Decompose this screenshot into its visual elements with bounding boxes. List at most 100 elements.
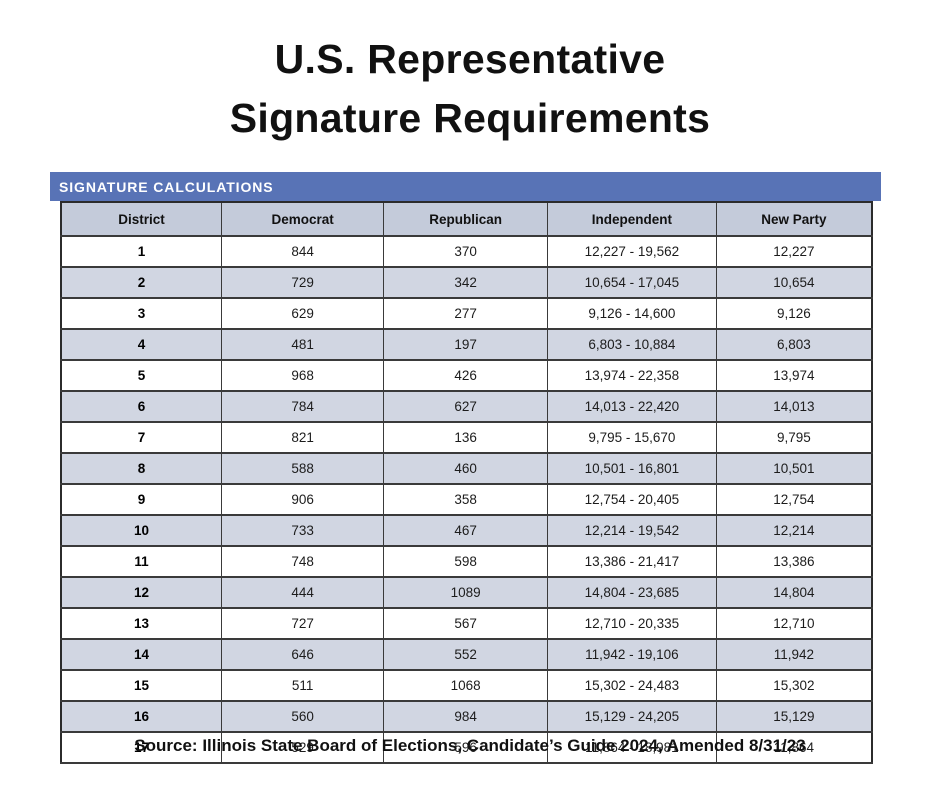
column-header-district: District xyxy=(60,201,223,237)
cell-value: 784 xyxy=(221,390,385,423)
cell-value: 10,501 - 16,801 xyxy=(547,452,717,485)
cell-value: 906 xyxy=(221,483,385,516)
cell-value: 727 xyxy=(221,607,385,640)
cell-value: 1068 xyxy=(383,669,549,702)
cell-value: 821 xyxy=(221,421,385,454)
cell-value: 529 xyxy=(221,731,385,764)
cell-district: 5 xyxy=(60,359,223,392)
cell-value: 629 xyxy=(221,297,385,330)
cell-value: 6,803 xyxy=(715,328,873,361)
cell-value: 13,974 - 22,358 xyxy=(547,359,717,392)
table-title-label: SIGNATURE CALCULATIONS xyxy=(59,178,274,195)
table-row-district-9: 9 906 358 12,754 - 20,405 12,754 xyxy=(60,483,873,516)
table-row-district-14: 14 646 552 11,942 - 19,106 11,942 xyxy=(60,638,873,671)
cell-value: 10,654 xyxy=(715,266,873,299)
page-title: U.S. Representative Signature Requiremen… xyxy=(0,30,940,148)
signature-table: District Democrat Republican Independent New… xyxy=(60,201,873,764)
cell-value: 598 xyxy=(383,545,549,578)
table-row-district-13: 13 727 567 12,710 - 20,335 12,710 xyxy=(60,607,873,640)
cell-value: 136 xyxy=(383,421,549,454)
cell-value: 627 xyxy=(383,390,549,423)
signature-table-container: District Democrat Republican Independent New… xyxy=(60,201,873,764)
column-header-new-party: New Party xyxy=(715,201,873,237)
table-row-district-3: 3 629 277 9,126 - 14,600 9,126 xyxy=(60,297,873,330)
cell-value: 11,864 xyxy=(715,731,873,764)
cell-value: 481 xyxy=(221,328,385,361)
table-row-district-2: 2 729 342 10,654 - 17,045 10,654 xyxy=(60,266,873,299)
table-row-district-16: 16 560 984 15,129 - 24,205 15,129 xyxy=(60,700,873,733)
table-header: District Democrat Republican Independent New… xyxy=(60,201,873,237)
cell-value: 588 xyxy=(221,452,385,485)
cell-value: 9,126 xyxy=(715,297,873,330)
cell-value: 11,942 - 19,106 xyxy=(547,638,717,671)
cell-value: 9,126 - 14,600 xyxy=(547,297,717,330)
cell-value: 12,214 - 19,542 xyxy=(547,514,717,547)
cell-district: 10 xyxy=(60,514,223,547)
cell-value: 10,654 - 17,045 xyxy=(547,266,717,299)
table-title-band: SIGNATURE CALCULATIONS xyxy=(50,172,881,201)
cell-district: 8 xyxy=(60,452,223,485)
cell-value: 12,227 xyxy=(715,235,873,268)
column-header-independent: Independent xyxy=(547,201,717,237)
cell-district: 4 xyxy=(60,328,223,361)
cell-value: 560 xyxy=(221,700,385,733)
cell-value: 11,942 xyxy=(715,638,873,671)
cell-value: 14,804 xyxy=(715,576,873,609)
cell-value: 12,214 xyxy=(715,514,873,547)
cell-district: 3 xyxy=(60,297,223,330)
cell-district: 1 xyxy=(60,235,223,268)
cell-value: 277 xyxy=(383,297,549,330)
table-row-district-17: 17 529 596 11,864 - 18,981 11,864 xyxy=(60,731,873,764)
cell-district: 2 xyxy=(60,266,223,299)
cell-district: 16 xyxy=(60,700,223,733)
column-header-republican: Republican xyxy=(383,201,549,237)
cell-value: 14,013 - 22,420 xyxy=(547,390,717,423)
cell-value: 984 xyxy=(383,700,549,733)
cell-value: 12,710 - 20,335 xyxy=(547,607,717,640)
cell-value: 9,795 xyxy=(715,421,873,454)
cell-value: 748 xyxy=(221,545,385,578)
cell-value: 646 xyxy=(221,638,385,671)
cell-value: 511 xyxy=(221,669,385,702)
cell-value: 12,227 - 19,562 xyxy=(547,235,717,268)
cell-value: 729 xyxy=(221,266,385,299)
cell-value: 11,864 - 18,981 xyxy=(547,731,717,764)
cell-value: 9,795 - 15,670 xyxy=(547,421,717,454)
cell-value: 15,129 - 24,205 xyxy=(547,700,717,733)
cell-value: 15,302 xyxy=(715,669,873,702)
table-row-district-4: 4 481 197 6,803 - 10,884 6,803 xyxy=(60,328,873,361)
cell-value: 13,386 - 21,417 xyxy=(547,545,717,578)
table-row-district-7: 7 821 136 9,795 - 15,670 9,795 xyxy=(60,421,873,454)
table-header-row: District Democrat Republican Independent New… xyxy=(60,201,873,237)
cell-value: 733 xyxy=(221,514,385,547)
cell-district: 13 xyxy=(60,607,223,640)
cell-value: 1089 xyxy=(383,576,549,609)
table-row-district-5: 5 968 426 13,974 - 22,358 13,974 xyxy=(60,359,873,392)
column-header-democrat: Democrat xyxy=(221,201,385,237)
source-citation: Source: Illinois State Board of Election… xyxy=(134,736,806,755)
cell-district: 9 xyxy=(60,483,223,516)
cell-value: 467 xyxy=(383,514,549,547)
cell-value: 10,501 xyxy=(715,452,873,485)
table-row-district-15: 15 511 1068 15,302 - 24,483 15,302 xyxy=(60,669,873,702)
cell-value: 12,754 xyxy=(715,483,873,516)
cell-value: 14,013 xyxy=(715,390,873,423)
cell-value: 342 xyxy=(383,266,549,299)
cell-value: 15,302 - 24,483 xyxy=(547,669,717,702)
cell-district: 6 xyxy=(60,390,223,423)
cell-value: 15,129 xyxy=(715,700,873,733)
cell-value: 13,974 xyxy=(715,359,873,392)
table-row-district-6: 6 784 627 14,013 - 22,420 14,013 xyxy=(60,390,873,423)
page-title-line-2: Signature Requirements xyxy=(229,95,711,141)
cell-value: 14,804 - 23,685 xyxy=(547,576,717,609)
cell-value: 13,386 xyxy=(715,545,873,578)
cell-value: 552 xyxy=(383,638,549,671)
table-row-district-1: 1 844 370 12,227 - 19,562 12,227 xyxy=(60,235,873,268)
cell-value: 197 xyxy=(383,328,549,361)
table-row-district-8: 8 588 460 10,501 - 16,801 10,501 xyxy=(60,452,873,485)
table-body: 1 844 370 12,227 - 19,562 12,227 2 729 342 10,65… xyxy=(60,235,873,764)
cell-value: 12,754 - 20,405 xyxy=(547,483,717,516)
cell-value: 358 xyxy=(383,483,549,516)
cell-value: 460 xyxy=(383,452,549,485)
cell-value: 12,710 xyxy=(715,607,873,640)
